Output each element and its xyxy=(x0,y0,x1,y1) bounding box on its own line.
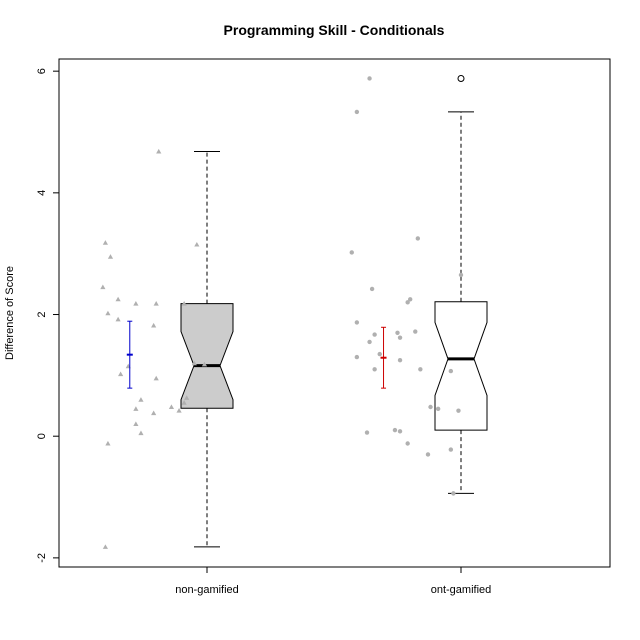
data-point xyxy=(435,406,441,412)
data-point xyxy=(395,330,400,335)
plot-frame xyxy=(58,58,611,568)
data-point xyxy=(367,76,372,81)
data-point xyxy=(184,395,190,400)
data-point xyxy=(115,296,121,302)
data-point xyxy=(354,320,360,325)
data-point xyxy=(369,286,375,292)
data-point xyxy=(151,322,157,328)
data-point xyxy=(354,354,360,360)
data-point xyxy=(408,297,413,302)
data-point xyxy=(151,410,157,416)
data-point xyxy=(448,447,454,452)
data-point xyxy=(405,441,410,446)
points-non-gamified xyxy=(100,148,208,549)
points-ont-gamified xyxy=(349,76,464,496)
y-tick-label: 6 xyxy=(36,68,48,74)
data-point xyxy=(194,241,200,247)
x-tick-label: ont-gamified xyxy=(431,584,492,596)
data-point xyxy=(181,300,187,306)
data-point xyxy=(354,109,360,115)
data-point xyxy=(425,452,431,457)
data-point xyxy=(397,357,403,363)
data-point xyxy=(100,284,106,290)
data-point xyxy=(102,544,108,549)
mean-ci-non-gamified xyxy=(126,320,133,389)
data-point xyxy=(372,332,377,337)
data-point xyxy=(451,491,456,496)
data-point xyxy=(102,240,108,245)
box-non-gamified xyxy=(180,150,234,548)
outlier-point xyxy=(457,74,465,82)
data-point xyxy=(201,361,208,367)
data-point xyxy=(413,329,418,334)
data-point xyxy=(138,397,144,402)
data-point xyxy=(168,404,175,409)
data-point xyxy=(397,429,403,434)
data-point xyxy=(397,335,403,340)
x-tick-label: non-gamified xyxy=(175,584,239,596)
data-point xyxy=(133,406,139,411)
data-point xyxy=(153,300,159,306)
data-point xyxy=(105,440,111,446)
y-tick-label: 2 xyxy=(36,311,48,317)
data-point xyxy=(133,300,139,306)
y-tick-label: -2 xyxy=(36,553,48,563)
data-point xyxy=(367,339,372,345)
data-point xyxy=(107,254,114,259)
data-point xyxy=(405,300,410,305)
chart-title: Programming Skill - Conditionals xyxy=(224,22,445,38)
data-point xyxy=(118,371,124,377)
data-point xyxy=(115,316,121,322)
data-point xyxy=(448,368,454,374)
data-point xyxy=(156,148,162,154)
y-axis-label: Difference of Score xyxy=(4,266,16,360)
notched-box xyxy=(180,303,234,409)
notched-box xyxy=(434,301,488,431)
box-ont-gamified xyxy=(434,74,488,494)
data-point xyxy=(364,430,370,435)
data-point xyxy=(349,250,354,255)
data-point xyxy=(153,375,159,381)
y-tick-label: 4 xyxy=(36,190,48,196)
mean-ci-ont-gamified xyxy=(380,326,387,389)
data-point xyxy=(415,236,421,241)
data-point xyxy=(138,430,144,436)
y-tick-label: 0 xyxy=(36,433,48,439)
data-point xyxy=(372,367,377,372)
data-point xyxy=(428,404,433,410)
data-point xyxy=(456,408,461,413)
data-point xyxy=(377,351,382,357)
data-point xyxy=(418,367,423,372)
data-point xyxy=(176,408,182,413)
data-point xyxy=(133,421,139,427)
plot-area: -2 0 2 4 6 non-gamified ont-gamified xyxy=(36,68,491,596)
data-point xyxy=(105,310,111,316)
data-point xyxy=(181,400,187,405)
data-point xyxy=(458,272,464,278)
data-point xyxy=(191,360,197,366)
data-point xyxy=(392,427,398,433)
